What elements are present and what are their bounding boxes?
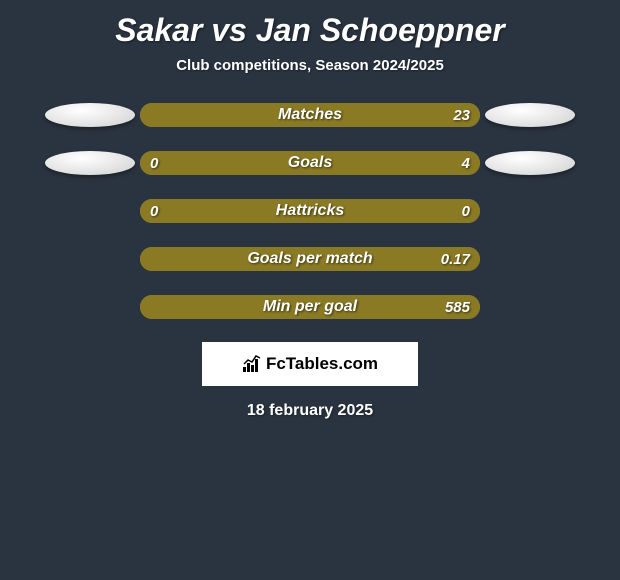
stat-row: Goals 0 4 (0, 150, 620, 176)
player-avatar-left (45, 151, 135, 175)
left-avatar-slot (40, 294, 140, 320)
logo: FcTables.com (242, 354, 378, 374)
stat-value-right: 23 (453, 107, 470, 124)
page-subtitle: Club competitions, Season 2024/2025 (0, 57, 620, 74)
comparison-chart: Matches 23 Goals 0 4 Hattricks 0 0 Goals per mat… (0, 102, 620, 320)
stat-row: Min per goal 585 (0, 294, 620, 320)
stat-value-right: 0.17 (441, 251, 470, 268)
bar-chart-icon (242, 355, 262, 373)
page-title: Sakar vs Jan Schoeppner (0, 0, 620, 49)
left-avatar-slot (40, 102, 140, 128)
stat-bar: Min per goal 585 (140, 295, 480, 319)
logo-box[interactable]: FcTables.com (202, 342, 418, 386)
player-avatar-left (45, 103, 135, 127)
stat-label: Goals (288, 154, 332, 172)
left-avatar-slot (40, 150, 140, 176)
right-avatar-slot (480, 102, 580, 128)
left-avatar-slot (40, 198, 140, 224)
stat-bar: Goals 0 4 (140, 151, 480, 175)
right-avatar-slot (480, 246, 580, 272)
stat-label: Min per goal (263, 298, 357, 316)
left-avatar-slot (40, 246, 140, 272)
right-avatar-slot (480, 150, 580, 176)
stat-row: Hattricks 0 0 (0, 198, 620, 224)
stat-value-right: 585 (445, 299, 470, 316)
stat-row: Matches 23 (0, 102, 620, 128)
stat-bar: Matches 23 (140, 103, 480, 127)
stat-label: Matches (278, 106, 342, 124)
stat-row: Goals per match 0.17 (0, 246, 620, 272)
bar-fill-right (201, 151, 480, 175)
stat-label: Hattricks (276, 202, 344, 220)
stat-value-right: 0 (462, 203, 470, 220)
stat-value-left: 0 (150, 155, 158, 172)
right-avatar-slot (480, 294, 580, 320)
player-avatar-right (485, 151, 575, 175)
date-label: 18 february 2025 (0, 402, 620, 420)
player-avatar-right (485, 103, 575, 127)
stat-label: Goals per match (247, 250, 372, 268)
logo-text: FcTables.com (266, 354, 378, 374)
stat-bar: Hattricks 0 0 (140, 199, 480, 223)
stat-bar: Goals per match 0.17 (140, 247, 480, 271)
stat-value-right: 4 (462, 155, 470, 172)
right-avatar-slot (480, 198, 580, 224)
stat-value-left: 0 (150, 203, 158, 220)
